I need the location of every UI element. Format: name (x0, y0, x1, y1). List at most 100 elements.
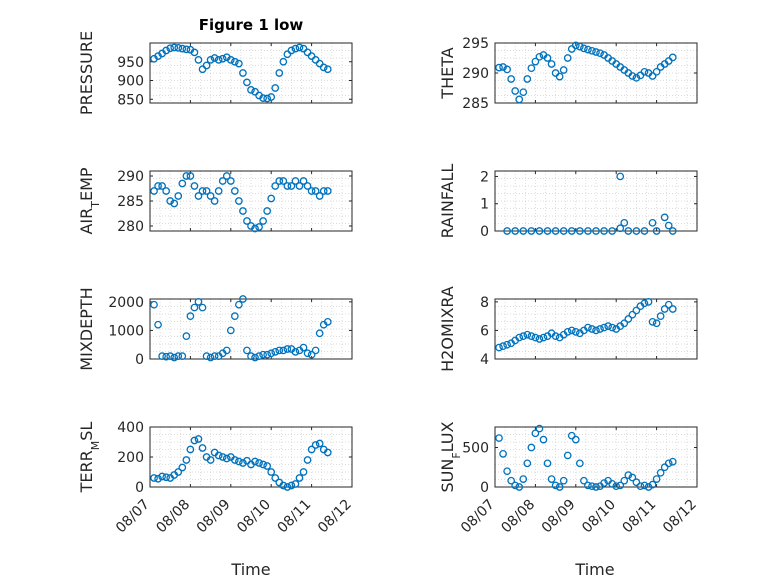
data-point (299, 343, 308, 352)
data-point (311, 441, 320, 449)
data-point (664, 300, 673, 309)
data-point (571, 41, 580, 50)
data-point (523, 459, 532, 468)
data-point (303, 456, 312, 464)
data-point (194, 56, 203, 64)
data-point (230, 312, 239, 320)
x-tick-label: 08/08 (153, 497, 193, 537)
data-point (194, 435, 203, 443)
data-point (632, 478, 641, 487)
data-point (571, 328, 580, 336)
data-point (535, 227, 544, 235)
data-point (584, 45, 592, 54)
data-point (616, 172, 625, 181)
data-point (511, 227, 520, 235)
data-point (158, 182, 166, 190)
data-point (596, 49, 604, 58)
data-point (235, 59, 243, 68)
y-tick-label: 2000 (108, 295, 144, 311)
data-point (158, 352, 166, 360)
x-tick-label: 08/09 (194, 497, 234, 537)
y-tick-label: 0 (135, 352, 144, 368)
data-point (543, 459, 552, 468)
data-point (511, 87, 520, 95)
y-tick-label: 6 (480, 323, 489, 339)
data-point (162, 46, 171, 55)
data-point (271, 84, 280, 92)
data-point (190, 436, 199, 445)
data-point (515, 95, 524, 104)
data-point (604, 322, 612, 330)
data-point (620, 476, 629, 485)
data-point (628, 473, 637, 482)
data-point (523, 75, 532, 83)
data-point (206, 353, 215, 362)
data-point (319, 187, 328, 195)
x-tick-label: 08/11 (275, 497, 315, 537)
subplot-3: 280 285 290 AIRTEMP (77, 167, 353, 235)
data-point (323, 318, 332, 326)
data-point (186, 172, 195, 180)
x-tick-label: 08/12 (315, 497, 355, 537)
data-point (535, 335, 544, 343)
data-point (527, 64, 536, 73)
data-point (178, 352, 187, 360)
axes-box (494, 170, 698, 232)
data-point (271, 182, 280, 190)
data-point (551, 227, 560, 235)
x-tick-label: 08/07 (113, 497, 153, 537)
data-point (612, 482, 621, 491)
data-point (608, 479, 617, 488)
data-point (311, 346, 320, 355)
data-point (162, 473, 171, 482)
data-point (226, 56, 235, 64)
data-point (584, 227, 592, 235)
data-point (283, 345, 292, 353)
data-point (323, 187, 332, 195)
data-point (166, 352, 175, 360)
y-tick-label: 285 (462, 96, 489, 112)
data-point (263, 94, 272, 103)
data-point (495, 434, 503, 442)
data-point (640, 227, 649, 235)
data-point (648, 318, 657, 326)
data-point (291, 44, 300, 53)
data-point (616, 224, 625, 233)
data-point (624, 471, 633, 480)
data-point (154, 182, 162, 190)
data-point (275, 177, 284, 185)
data-point (162, 352, 171, 361)
y-tick-label: 4 (480, 352, 489, 368)
data-point (230, 456, 239, 464)
data-point (503, 467, 511, 476)
data-point (575, 227, 584, 235)
data-point (267, 93, 276, 101)
data-point (519, 227, 528, 235)
data-point (299, 177, 308, 185)
y-axis-label: TERRMSL (77, 422, 102, 494)
data-point (198, 187, 207, 195)
data-point (287, 46, 296, 55)
x-tick-label: 08/10 (579, 497, 619, 537)
data-point (515, 333, 524, 342)
data-point (319, 63, 328, 72)
data-point (567, 431, 576, 440)
data-point (632, 306, 641, 315)
subplot-8: 08/07 08/08 08/09 08/10 08/11 08/12 0 500SUNFLU… (438, 421, 700, 536)
data-point (588, 46, 596, 55)
x-tick-label: 08/07 (458, 497, 498, 537)
data-point (202, 187, 211, 195)
y-tick-label: 950 (117, 55, 144, 71)
data-point (620, 218, 629, 227)
data-point (291, 480, 300, 488)
data-point (210, 197, 219, 205)
data-point (543, 54, 552, 62)
data-point (287, 182, 296, 190)
data-point (218, 177, 227, 185)
data-point (271, 348, 280, 356)
data-point (660, 305, 669, 313)
data-point (226, 326, 235, 335)
data-point (547, 475, 556, 483)
data-point (174, 44, 183, 52)
